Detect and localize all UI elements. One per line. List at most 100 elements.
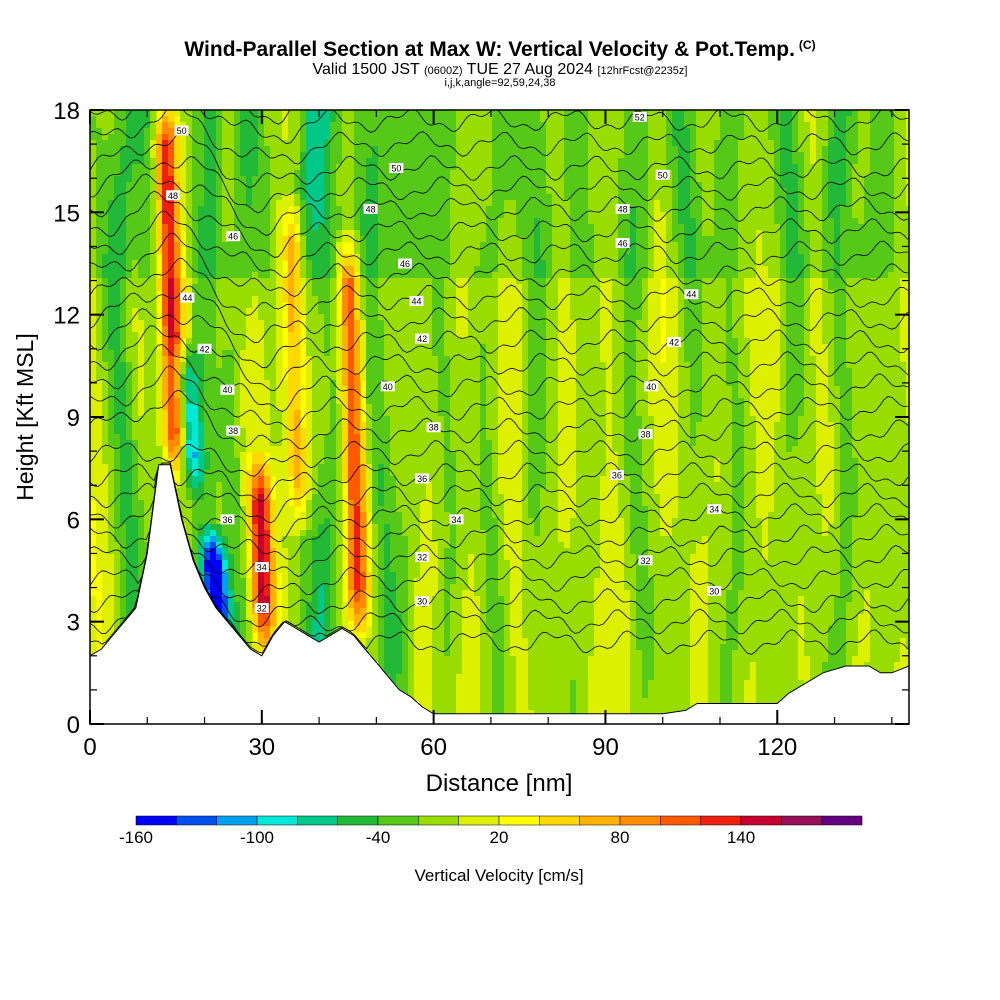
- velocity-cell: [378, 146, 385, 153]
- velocity-cell: [216, 218, 223, 225]
- velocity-cell: [564, 236, 571, 243]
- velocity-cell: [816, 248, 823, 255]
- velocity-cell: [738, 194, 745, 201]
- velocity-cell: [630, 128, 637, 135]
- velocity-cell: [492, 266, 499, 273]
- velocity-cell: [168, 242, 175, 249]
- velocity-cell: [906, 224, 909, 231]
- velocity-cell: [90, 266, 97, 273]
- velocity-cell: [156, 188, 163, 195]
- velocity-cell: [150, 134, 157, 141]
- velocity-cell: [114, 116, 121, 123]
- velocity-cell: [504, 116, 511, 123]
- velocity-cell: [648, 278, 655, 285]
- velocity-cell: [864, 302, 871, 309]
- velocity-cell: [528, 296, 535, 303]
- velocity-cell: [198, 128, 205, 135]
- velocity-cell: [438, 248, 445, 255]
- velocity-cell: [582, 134, 589, 141]
- velocity-cell: [444, 320, 451, 327]
- velocity-cell: [96, 224, 103, 231]
- velocity-cell: [378, 152, 385, 159]
- velocity-cell: [828, 236, 835, 243]
- velocity-cell: [366, 176, 373, 183]
- velocity-cell: [366, 236, 373, 243]
- velocity-cell: [108, 308, 115, 315]
- velocity-cell: [792, 146, 799, 153]
- velocity-cell: [744, 182, 751, 189]
- velocity-cell: [324, 164, 331, 171]
- velocity-cell: [654, 236, 661, 243]
- velocity-cell: [786, 302, 793, 309]
- velocity-cell: [486, 116, 493, 123]
- velocity-cell: [864, 320, 871, 327]
- velocity-cell: [642, 278, 649, 285]
- velocity-cell: [816, 290, 823, 297]
- velocity-cell: [606, 110, 613, 117]
- velocity-cell: [228, 206, 235, 213]
- velocity-cell: [606, 218, 613, 225]
- velocity-cell: [750, 260, 757, 267]
- velocity-cell: [600, 290, 607, 297]
- velocity-cell: [882, 206, 889, 213]
- velocity-cell: [276, 290, 283, 297]
- velocity-cell: [348, 278, 355, 285]
- velocity-cell: [588, 218, 595, 225]
- velocity-cell: [870, 188, 877, 195]
- velocity-cell: [120, 170, 127, 177]
- velocity-cell: [666, 296, 673, 303]
- velocity-cell: [672, 230, 679, 237]
- velocity-cell: [324, 152, 331, 159]
- velocity-cell: [408, 236, 415, 243]
- velocity-cell: [846, 110, 853, 117]
- velocity-cell: [420, 308, 427, 315]
- velocity-cell: [774, 194, 781, 201]
- velocity-cell: [462, 272, 469, 279]
- velocity-cell: [498, 296, 505, 303]
- velocity-cell: [210, 146, 217, 153]
- velocity-cell: [780, 320, 787, 327]
- velocity-cell: [648, 254, 655, 261]
- velocity-cell: [414, 182, 421, 189]
- velocity-cell: [324, 188, 331, 195]
- velocity-cell: [144, 218, 151, 225]
- velocity-cell: [708, 116, 715, 123]
- velocity-cell: [894, 170, 901, 177]
- velocity-cell: [852, 290, 859, 297]
- velocity-cell: [204, 164, 211, 171]
- velocity-cell: [306, 200, 313, 207]
- velocity-cell: [204, 254, 211, 261]
- velocity-cell: [666, 260, 673, 267]
- velocity-cell: [126, 110, 133, 117]
- velocity-cell: [468, 248, 475, 255]
- velocity-cell: [156, 194, 163, 201]
- velocity-cell: [690, 170, 697, 177]
- velocity-cell: [798, 122, 805, 129]
- velocity-cell: [474, 236, 481, 243]
- velocity-cell: [576, 140, 583, 147]
- velocity-cell: [594, 254, 601, 261]
- velocity-cell: [456, 134, 463, 141]
- velocity-cell: [102, 284, 109, 291]
- velocity-cell: [654, 260, 661, 267]
- velocity-cell: [414, 194, 421, 201]
- velocity-cell: [876, 164, 883, 171]
- velocity-cell: [114, 164, 121, 171]
- velocity-cell: [546, 272, 553, 279]
- velocity-cell: [240, 320, 247, 327]
- velocity-cell: [318, 260, 325, 267]
- velocity-cell: [270, 224, 277, 231]
- velocity-cell: [120, 146, 127, 153]
- velocity-cell: [888, 116, 895, 123]
- velocity-cell: [162, 296, 169, 303]
- velocity-cell: [702, 302, 709, 309]
- velocity-cell: [336, 326, 343, 333]
- velocity-cell: [138, 296, 145, 303]
- velocity-cell: [462, 164, 469, 171]
- velocity-cell: [852, 110, 859, 117]
- velocity-cell: [546, 224, 553, 231]
- velocity-cell: [852, 260, 859, 267]
- velocity-cell: [456, 128, 463, 135]
- velocity-cell: [756, 290, 763, 297]
- velocity-cell: [846, 272, 853, 279]
